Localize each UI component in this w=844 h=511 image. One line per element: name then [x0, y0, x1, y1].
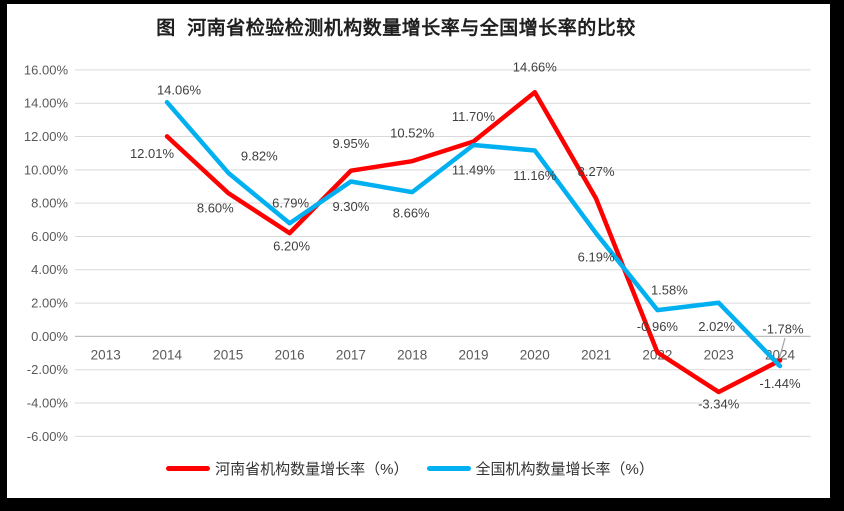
y-axis-tick-label: 16.00%: [24, 62, 69, 77]
data-label: 2.02%: [698, 319, 735, 334]
legend-item-henan: 河南省机构数量增长率（%）: [166, 458, 409, 479]
data-label: 9.95%: [332, 136, 369, 151]
data-label: 11.49%: [452, 162, 496, 177]
x-axis-tick-label: 2014: [152, 348, 183, 363]
x-axis-tick-label: 2013: [91, 348, 121, 363]
x-axis-tick-label: 2020: [520, 348, 550, 363]
y-axis-tick-label: -2.00%: [27, 362, 69, 377]
x-axis-tick-label: 2015: [213, 348, 243, 363]
data-label: -1.44%: [759, 376, 801, 391]
chart-page: [7, 4, 830, 498]
legend-marker-henan-line: [166, 466, 211, 471]
data-label: 6.79%: [272, 196, 309, 211]
data-label: 12.01%: [130, 146, 175, 161]
series-line-national: [164, 99, 783, 369]
data-label: 1.58%: [651, 283, 688, 298]
legend-label-henan: 河南省机构数量增长率（%）: [215, 461, 409, 478]
data-label: 9.30%: [332, 199, 369, 214]
y-axis-tick-label: 12.00%: [24, 129, 69, 144]
y-axis-tick-label: 0.00%: [31, 329, 68, 344]
legend-item-national: 全国机构数量增长率（%）: [426, 458, 654, 479]
data-label: 10.52%: [390, 126, 435, 141]
y-axis-tick-label: 2.00%: [31, 296, 68, 311]
x-axis-tick-label: 2021: [581, 348, 611, 363]
x-axis-tick-label: 2018: [397, 348, 427, 363]
y-axis-tick-label: 14.00%: [24, 96, 69, 111]
data-label: 8.66%: [393, 206, 430, 221]
y-axis-tick-label: 6.00%: [31, 229, 68, 244]
chart-legend: 河南省机构数量增长率（%） 全国机构数量增长率（%）: [0, 458, 832, 479]
y-axis-tick-label: 8.00%: [31, 196, 68, 211]
data-label: 11.16%: [513, 168, 557, 183]
data-label: -0.96%: [637, 319, 679, 334]
chart-title: 图 河南省检验检测机构数量增长率与全国增长率的比较: [156, 18, 636, 39]
data-label: 6.20%: [273, 239, 310, 254]
data-label: -1.78%: [762, 321, 804, 336]
series-line-henan: [164, 89, 783, 395]
data-label: 14.66%: [513, 60, 558, 75]
legend-label-national: 全国机构数量增长率（%）: [475, 461, 654, 478]
x-axis-tick-label: 2019: [458, 348, 488, 363]
data-label: 8.27%: [578, 164, 615, 179]
y-axis-tick-label: 4.00%: [31, 262, 68, 277]
data-label: 8.60%: [197, 201, 234, 216]
y-axis-tick-label: -4.00%: [27, 395, 69, 410]
data-label: -3.34%: [698, 396, 740, 411]
x-axis-tick-label: 2016: [275, 348, 305, 363]
x-axis-tick-label: 2017: [336, 348, 366, 363]
y-axis-tick-label: -6.00%: [27, 429, 69, 444]
data-label: 11.70%: [452, 109, 496, 124]
y-axis-tick-label: 10.00%: [24, 162, 69, 177]
x-axis-tick-label: 2023: [704, 348, 734, 363]
legend-marker-national-line: [426, 466, 471, 471]
data-label: 9.82%: [241, 148, 278, 163]
data-label: 6.19%: [578, 250, 615, 265]
data-label: 14.06%: [157, 83, 202, 98]
